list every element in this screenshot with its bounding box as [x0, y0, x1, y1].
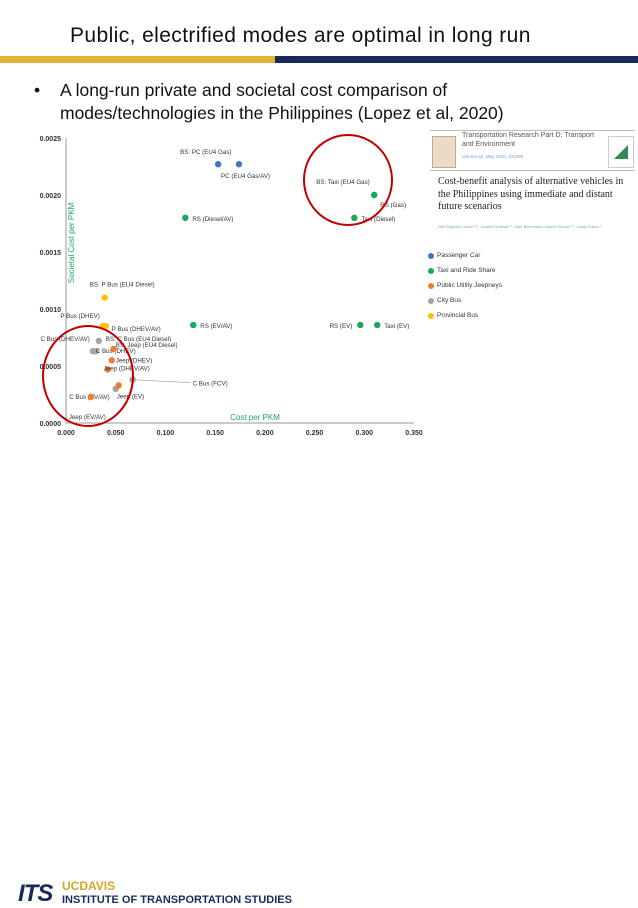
journal-cover-thumbnail — [608, 136, 634, 168]
data-label: RS (Gas) — [380, 202, 406, 209]
elsevier-logo — [432, 136, 456, 168]
paper-reference: Transportation Research Part D: Transpor… — [430, 130, 635, 250]
data-point — [92, 347, 100, 355]
legend-label: City Bus — [437, 297, 462, 304]
data-point — [87, 393, 95, 400]
data-label: P Bus (DHEV) — [60, 313, 99, 320]
y-tick-label: 0.0015 — [40, 250, 62, 257]
data-label: C Bus (DHEV) — [96, 348, 136, 355]
legend-label: Public Utility Jeepneys — [437, 282, 503, 289]
legend-swatch — [428, 268, 434, 274]
highlight-circle-taxi — [303, 134, 393, 226]
data-label: Jeep (EV) — [117, 393, 145, 400]
y-tick-label: 0.0020 — [40, 193, 62, 200]
highlight-circle-ev — [42, 325, 134, 427]
data-label: BS: PC (EU4 Gas) — [180, 149, 231, 156]
footer: ITS UCDAVIS INSTITUTE OF TRANSPORTATION … — [0, 438, 638, 907]
underline-gold — [0, 56, 275, 63]
data-label: Jeep (EV/AV) — [69, 414, 106, 421]
bullet-text: A long-run private and societal cost com… — [60, 80, 504, 123]
legend-swatch — [428, 298, 434, 304]
data-label: BS: Taxi (EU4 Gas) — [316, 179, 370, 186]
x-tick-label: 0.250 — [306, 430, 324, 437]
data-label: RS (EV/AV) — [200, 323, 232, 330]
x-tick-label: 0.050 — [107, 430, 125, 437]
data-point — [371, 191, 378, 199]
institute-name: INSTITUTE OF TRANSPORTATION STUDIES — [62, 894, 292, 906]
paper-divider — [430, 170, 635, 171]
x-tick-label: 0.000 — [57, 430, 75, 437]
paper-top-rule — [430, 130, 635, 131]
paper-title: Cost-benefit analysis of alternative veh… — [438, 176, 624, 212]
data-label: BS: P Bus (EU4 Diesel) — [90, 282, 155, 289]
y-axis-label: Societal Cost per PKM — [67, 202, 76, 283]
data-label: Jeep (DHEV/AV) — [104, 365, 150, 372]
data-label: C Bus (FCV) — [193, 381, 228, 388]
x-tick-label: 0.150 — [206, 430, 224, 437]
data-label: Jeep (DHEV) — [116, 357, 152, 364]
data-point — [235, 161, 243, 168]
data-point — [214, 161, 222, 168]
journal-name: Transportation Research Part D: Transpor… — [462, 132, 595, 148]
x-tick-label: 0.300 — [356, 430, 374, 437]
data-label: Taxi (Diesel) — [361, 216, 395, 223]
its-logo: ITS — [18, 880, 53, 907]
data-point — [374, 321, 381, 329]
data-label: C Bus (DHEV/AV) — [40, 336, 89, 343]
data-point — [115, 382, 122, 389]
y-tick-label: 0.0010 — [40, 307, 62, 314]
scatter-chart: 0.000 0.050 0.100 0.150 0.200 0.250 0.300 0.350… — [40, 134, 423, 437]
y-tick-label: 0.0025 — [40, 136, 62, 143]
data-label: PC (EU4 Gas/AV) — [221, 173, 270, 180]
paper-authors: Neil Stephen Lopez ᵃ ᵇ, Jenwell Soliman … — [438, 224, 602, 229]
data-label: P Bus (DHEV/AV) — [112, 326, 161, 333]
slide-title: Public, electrified modes are optimal in… — [70, 24, 531, 47]
data-point — [351, 214, 358, 221]
y-tick-label: 0.0000 — [40, 421, 62, 428]
legend-label: Provincial Bus — [437, 312, 479, 319]
data-point — [182, 214, 189, 221]
data-point — [101, 294, 108, 301]
leader-line — [132, 379, 191, 383]
data-label: BS: C Bus (EU4 Diesel) — [106, 336, 171, 343]
x-axis-label: Cost per PKM — [230, 413, 280, 422]
x-tick-label: 0.200 — [256, 430, 274, 437]
x-tick-label: 0.350 — [405, 430, 423, 437]
data-point — [190, 321, 197, 329]
bullet-mark: • — [34, 80, 41, 100]
data-point — [102, 322, 109, 330]
data-point — [104, 366, 111, 373]
legend-swatch — [428, 313, 434, 319]
journal-volume: Volume 82, May 2020, 102308 — [462, 154, 524, 159]
data-label: BS: Jeep (EU4 Diesel) — [116, 342, 178, 349]
legend-label: Taxi and Ride Share — [437, 267, 496, 274]
data-point — [110, 345, 117, 353]
data-label: RS (EV) — [330, 323, 353, 330]
underline-navy — [275, 56, 638, 63]
legend-label: Passenger Car — [437, 252, 481, 259]
data-label: RS (Diesel/AV) — [192, 216, 233, 223]
legend-swatch — [428, 283, 434, 289]
data-point — [357, 321, 364, 329]
y-tick-label: 0.0005 — [40, 364, 62, 371]
data-point — [95, 337, 103, 345]
legend-swatch — [428, 253, 434, 259]
x-tick-label: 0.100 — [157, 430, 175, 437]
title-underline — [0, 56, 638, 63]
data-label: Taxi (EV) — [384, 323, 409, 330]
data-point — [108, 357, 115, 364]
ucdavis-logo: UCDAVIS — [62, 879, 116, 893]
